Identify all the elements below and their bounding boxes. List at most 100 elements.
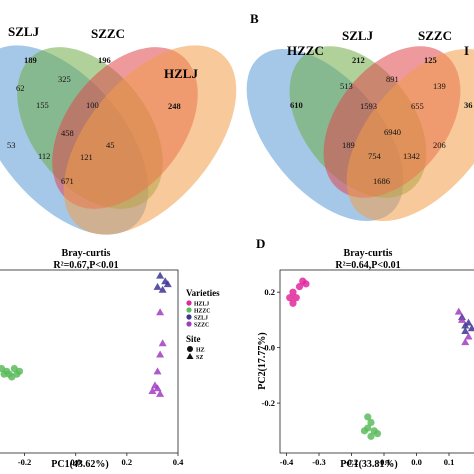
venn-a-region-count: 121 <box>80 152 93 162</box>
pcoa-d-points <box>286 277 474 440</box>
pcoa-d-ytick-label: -0.2 <box>262 398 275 408</box>
venn-b-set-label: SZLJ <box>342 28 374 43</box>
pcoa-c-points <box>0 271 172 397</box>
pcoa-d-point-hzzc <box>373 429 382 438</box>
pcoa-c: Bray-curtis R²=0.67,P<0.01 -0.2 0.0 0.2 0.4… <box>0 248 220 470</box>
venn-b-region-count: 754 <box>368 151 382 161</box>
venn-a-region-count: 45 <box>106 140 115 150</box>
venn-b-region-count: 125 <box>424 55 437 65</box>
legend-site-title: Site <box>186 334 201 344</box>
venn-b-set-label: I <box>464 43 469 58</box>
venn-a-set-label: HZLJ <box>164 66 198 81</box>
pcoa-d-point-szlj <box>461 327 470 334</box>
pcoa-c-point-szzc <box>153 367 162 375</box>
pcoa-c-point-szzc <box>156 308 165 316</box>
pcoa-c-xtick-label: 0.0 <box>70 457 81 467</box>
pcoa-d-title: Bray-curtis <box>344 248 393 259</box>
panel-d-label: D <box>256 236 265 251</box>
venn-b-ellipse-orange <box>346 48 474 222</box>
pcoa-d-xtick-label: -0.2 <box>345 457 358 467</box>
venn-a-set-label: SZLJ <box>8 24 40 39</box>
venn-b-region-count: 1593 <box>360 101 377 111</box>
venn-b-region-count: 610 <box>290 100 303 110</box>
pcoa-d-xtick-label: 0.0 <box>411 457 422 467</box>
legend-label: HZ <box>196 348 205 354</box>
pcoa-c-xtick-label: 0.4 <box>173 457 184 467</box>
venn-a-region-count: 112 <box>38 151 50 161</box>
venn-a-region-count: 62 <box>16 83 25 93</box>
venn-a-region-count: 196 <box>98 55 111 65</box>
pcoa-d-point-hzzc <box>364 413 372 421</box>
pcoa-c-point-szlj <box>156 271 165 279</box>
legend-varieties-title: Varieties <box>186 288 220 298</box>
venn-b-region-count: 206 <box>433 140 446 150</box>
pcoa-c-legend: Varieties HZLJ HZZC SZLJ SZZC Site HZ SZ <box>186 288 220 361</box>
pcoa-c-point-hzzc <box>0 370 8 378</box>
venn-a-region-count: 155 <box>36 100 49 110</box>
pcoa-c-point-szlj <box>163 280 172 288</box>
pcoa-d-point-szlj <box>467 324 474 332</box>
panel-b-label: B <box>250 11 259 26</box>
pcoa-d-point-hzzc <box>360 427 369 435</box>
pcoa-c-point-szlj <box>153 282 162 290</box>
pcoa-c-xtick-label: 0.2 <box>122 457 133 467</box>
venn-b-region-count: 891 <box>386 74 399 84</box>
legend-swatch-triangle <box>186 353 194 359</box>
venn-a-region-count: 189 <box>24 55 37 65</box>
pcoa-d-point-hzlj <box>302 280 310 288</box>
pcoa-d-point-hzzc <box>367 418 375 427</box>
legend-label: SZZC <box>194 323 209 329</box>
pcoa-d-point-hzzc <box>367 432 375 440</box>
venn-a-set-label: SZZC <box>91 26 125 41</box>
pcoa-c-point-szzc <box>156 389 165 397</box>
venn-a-region-count: 100 <box>86 100 99 110</box>
pcoa-c-point-hzzc <box>15 367 24 375</box>
pcoa-c-point-szzc <box>158 339 167 347</box>
pcoa-d: D Bray-curtis R²=0.64,P<0.01 -0.4 -0.3 -0.… <box>256 236 474 470</box>
venn-a-region-count: 325 <box>58 74 71 84</box>
pcoa-d-point-hzlj <box>295 283 304 291</box>
venn-a-ellipse-orange <box>63 45 237 235</box>
venn-b: B HZZC SZLJ SZZC I 610 212 125 36 891 51… <box>246 11 474 222</box>
pcoa-d-point-szlj <box>464 318 473 326</box>
venn-b-set-label: HZZC <box>287 43 324 58</box>
pcoa-d-xtick-label: -0.4 <box>280 457 294 467</box>
pcoa-d-xtick-label: -0.1 <box>377 457 390 467</box>
legend-swatch-szzc <box>186 321 192 327</box>
legend-label: SZ <box>196 355 203 361</box>
pcoa-d-xtick-label: -0.3 <box>312 457 325 467</box>
legend-swatch-hzlj <box>186 300 192 306</box>
venn-b-region-count: 139 <box>433 81 446 91</box>
legend-swatch-hzzc <box>186 307 192 313</box>
venn-b-region-count: 36 <box>464 100 473 110</box>
pcoa-c-point-szlj <box>158 285 167 293</box>
venn-b-region-count: 212 <box>352 55 365 65</box>
pcoa-d-point-hzlj <box>286 294 294 302</box>
venn-b-region-count: 1686 <box>373 176 390 186</box>
pcoa-d-point-hzlj <box>289 288 297 296</box>
pcoa-d-point-szzc <box>458 315 466 323</box>
pcoa-d-point-szzc <box>454 307 463 315</box>
venn-a-region-count: 671 <box>61 176 74 186</box>
venn-a-region-count: 458 <box>61 128 74 138</box>
venn-a-region-count: 248 <box>168 101 181 111</box>
pcoa-d-point-hzlj <box>292 294 300 302</box>
pcoa-d-ticks: -0.4 -0.3 -0.2 -0.1 0.0 0.1 0.2 0.0 -0.2 <box>262 287 455 467</box>
pcoa-d-xtick-label: 0.1 <box>444 457 455 467</box>
pcoa-c-subtitle: R²=0.67,P<0.01 <box>53 260 118 271</box>
venn-b-set-label: SZZC <box>418 28 452 43</box>
legend-label: SZLJ <box>194 316 208 322</box>
pcoa-d-xlabel: PC1(33.81%) <box>340 459 398 470</box>
venn-b-region-count: 655 <box>411 101 424 111</box>
legend-swatch-szlj <box>186 314 192 320</box>
venn-b-region-count: 1342 <box>403 151 420 161</box>
pcoa-c-ticks: -0.2 0.0 0.2 0.4 <box>18 453 184 467</box>
venn-b-region-count: 189 <box>342 140 355 150</box>
pcoa-d-ylabel: PC2(17.77%) <box>257 332 268 390</box>
venn-b-region-count: 6940 <box>384 127 401 137</box>
pcoa-c-xlabel: PC1(43.62%) <box>51 459 109 470</box>
venn-a: SZLJ SZZC HZLJ 189 196 248 325 62 155 10… <box>0 24 237 235</box>
pcoa-d-ytick-label: 0.0 <box>264 343 275 353</box>
pcoa-d-subtitle: R²=0.64,P<0.01 <box>335 260 400 271</box>
